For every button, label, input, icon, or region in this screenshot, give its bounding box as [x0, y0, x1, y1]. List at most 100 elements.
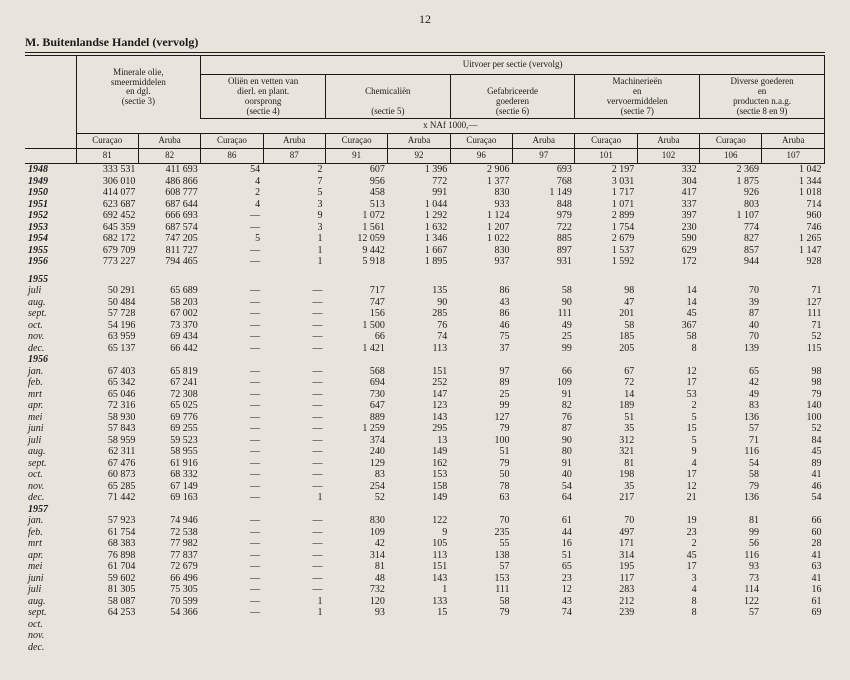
cell: 72 [575, 377, 637, 389]
row-label: 1954 [25, 233, 76, 245]
cell: 44 [513, 527, 575, 539]
cell: 2 [637, 400, 699, 412]
cell: 86 [450, 285, 512, 297]
cell: — [201, 584, 263, 596]
cell: 9 [637, 446, 699, 458]
cell: 57 [450, 561, 512, 573]
cell: 83 [700, 400, 762, 412]
cell: 1 259 [325, 423, 387, 435]
cell: 46 [762, 481, 825, 493]
cell: 45 [762, 446, 825, 458]
cell [450, 504, 512, 516]
cell: 4 [637, 584, 699, 596]
cell: 67 002 [138, 308, 200, 320]
cell: 99 [450, 400, 512, 412]
cell [700, 354, 762, 366]
cell: 54 196 [76, 320, 138, 332]
cell: 205 [575, 343, 637, 355]
cell: 928 [762, 256, 825, 268]
cell [76, 642, 138, 654]
cell: 81 [575, 458, 637, 470]
cell: 1 042 [762, 164, 825, 176]
cell: 252 [388, 377, 450, 389]
cell: 1 344 [762, 176, 825, 188]
cell: 58 [513, 285, 575, 297]
cell: 49 [700, 389, 762, 401]
cell: — [263, 377, 325, 389]
cell: 12 [637, 366, 699, 378]
cell: 857 [700, 245, 762, 257]
cell: 69 255 [138, 423, 200, 435]
cell: 3 [263, 222, 325, 234]
cell: 51 [575, 412, 637, 424]
cell: 69 163 [138, 492, 200, 504]
cell [76, 504, 138, 516]
cell: 1 421 [325, 343, 387, 355]
cell [450, 354, 512, 366]
cell: — [201, 492, 263, 504]
cell [76, 619, 138, 631]
cell: 1 107 [700, 210, 762, 222]
cell: 21 [637, 492, 699, 504]
cell: 747 205 [138, 233, 200, 245]
cell: 58 203 [138, 297, 200, 309]
cell: 73 370 [138, 320, 200, 332]
cell: 93 [700, 561, 762, 573]
cell: 109 [325, 527, 387, 539]
cell: 14 [637, 297, 699, 309]
cell: — [201, 245, 263, 257]
cell [513, 504, 575, 516]
cell: 2 [263, 164, 325, 176]
cell: 76 [513, 412, 575, 424]
cell [388, 504, 450, 516]
cell [637, 274, 699, 286]
cell: 143 [388, 573, 450, 585]
cell: 64 [513, 492, 575, 504]
cell: 83 [325, 469, 387, 481]
cell: 55 [450, 538, 512, 550]
row-label: 1956 [25, 256, 76, 268]
cell: 23 [513, 573, 575, 585]
cell: 198 [575, 469, 637, 481]
cell: 28 [762, 538, 825, 550]
cell: — [201, 210, 263, 222]
row-label: 1955 [25, 274, 76, 286]
cell: 98 [762, 377, 825, 389]
cell: 71 [700, 435, 762, 447]
cell: 23 [637, 527, 699, 539]
cell: 54 366 [138, 607, 200, 619]
cell: 57 923 [76, 515, 138, 527]
cell: 794 465 [138, 256, 200, 268]
cell: 1 [263, 596, 325, 608]
cell [201, 630, 263, 642]
cell: 15 [388, 607, 450, 619]
cell: 811 727 [138, 245, 200, 257]
cell: 115 [762, 343, 825, 355]
cell: 5 918 [325, 256, 387, 268]
cell [76, 630, 138, 642]
cell: 52 [762, 331, 825, 343]
cell [513, 630, 575, 642]
cell [138, 274, 200, 286]
row-label: nov. [25, 331, 76, 343]
cell: 65 [700, 366, 762, 378]
cell: 111 [450, 584, 512, 596]
cell: 35 [575, 481, 637, 493]
cell: 58 [700, 469, 762, 481]
cell: 39 [700, 297, 762, 309]
cell [388, 274, 450, 286]
cell: 82 [513, 400, 575, 412]
cell: 66 [513, 366, 575, 378]
cell: 714 [762, 199, 825, 211]
cell: 109 [513, 377, 575, 389]
cell: 65 689 [138, 285, 200, 297]
cell: — [263, 584, 325, 596]
cell: — [263, 423, 325, 435]
cell: 75 [450, 331, 512, 343]
cell: 717 [325, 285, 387, 297]
cell [637, 504, 699, 516]
cell: 79 [450, 423, 512, 435]
cell: 54 [700, 458, 762, 470]
cell: 87 [513, 423, 575, 435]
cell: — [201, 596, 263, 608]
